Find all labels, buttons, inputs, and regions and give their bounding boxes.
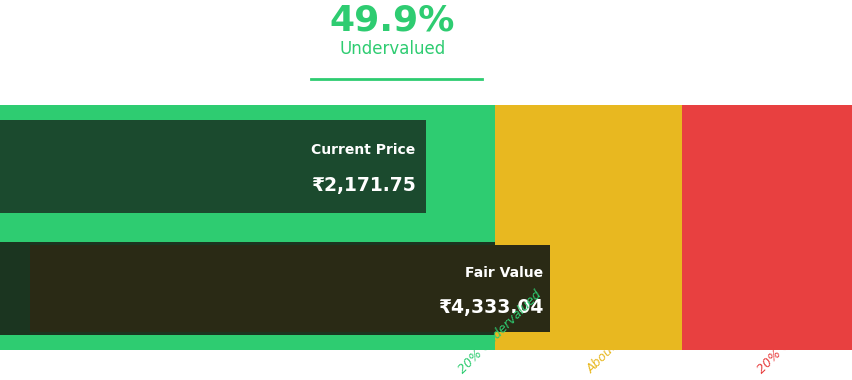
Bar [30, 245, 550, 332]
Text: 49.9%: 49.9% [330, 3, 454, 38]
Bar [0, 242, 494, 335]
Text: Fair Value: Fair Value [464, 266, 543, 280]
Bar [30, 122, 422, 210]
Bar [494, 105, 682, 350]
Text: About Right: About Right [584, 315, 645, 376]
Text: 20% Overvalued: 20% Overvalued [754, 293, 837, 376]
Text: 20% Undervalued: 20% Undervalued [456, 288, 544, 376]
Text: Current Price: Current Price [311, 143, 415, 157]
Bar [682, 105, 852, 350]
Text: Undervalued: Undervalued [339, 40, 445, 58]
Text: ₹4,333.04: ₹4,333.04 [437, 298, 543, 317]
Bar [0, 105, 494, 350]
Bar [0, 120, 426, 212]
Text: ₹2,171.75: ₹2,171.75 [310, 176, 415, 195]
